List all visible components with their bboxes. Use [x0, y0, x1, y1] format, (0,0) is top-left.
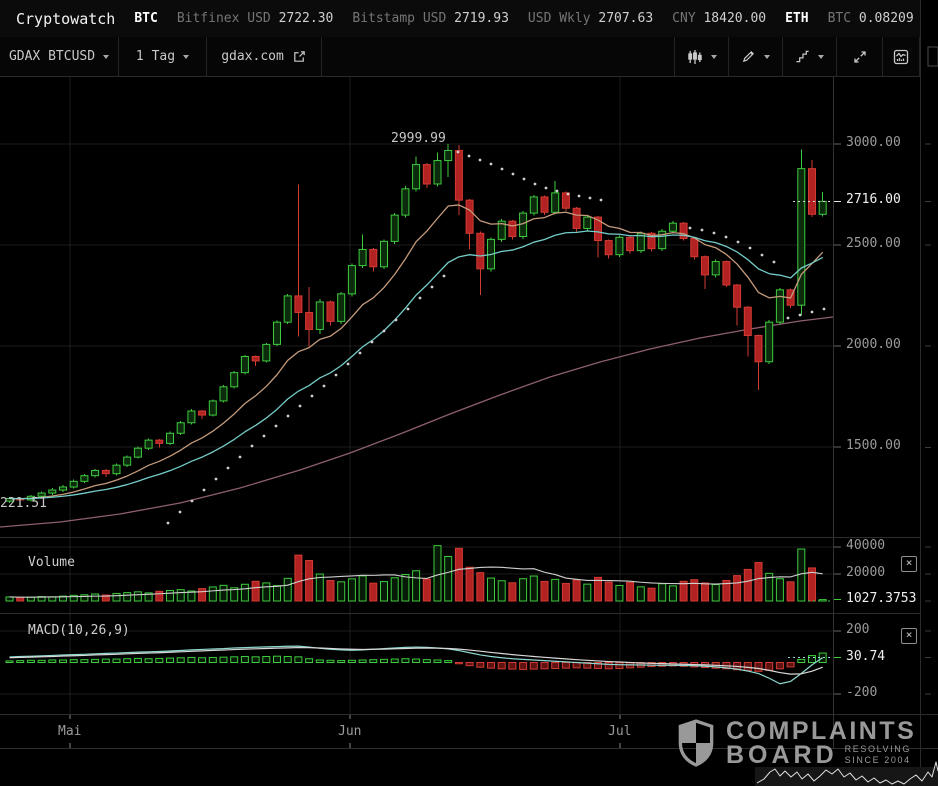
time-axis-label: Jun	[338, 724, 362, 739]
chevron-down-icon	[764, 54, 770, 59]
volume-axis-label: 1027.3753	[846, 590, 917, 606]
complaintsboard-shield-icon	[678, 719, 714, 768]
market-bitstamp[interactable]: Bitstamp USD 2719.93	[352, 11, 509, 26]
market-symbol-eth[interactable]: ETH	[785, 11, 809, 26]
chevron-down-icon	[818, 54, 824, 59]
high-price-annotation: 2999.99	[391, 131, 446, 146]
volume-pane-title: Volume	[28, 555, 75, 570]
interval-selector[interactable]: 1 Tag	[119, 37, 207, 76]
candlestick-icon	[687, 49, 703, 65]
chevron-down-icon	[710, 54, 717, 59]
low-price-annotation: 221.51	[0, 496, 47, 511]
chevron-down-icon	[103, 54, 110, 59]
market-eth-btc[interactable]: BTC 0.08209	[827, 11, 914, 26]
watermark-title: COMPLAINTS	[726, 717, 917, 745]
top-bar: Cryptowatch BTC Bitfinex USD 2722.30 Bit…	[0, 0, 920, 38]
time-axis-label: Mai	[58, 724, 82, 739]
market-usd-weekly[interactable]: USD Wkly 2707.63	[527, 11, 654, 26]
macd-axis-label: 30.74	[846, 648, 886, 664]
complaintsboard-watermark: COMPLAINTS BOARD RESOLVING SINCE 2004	[675, 719, 916, 768]
exchange-link[interactable]: gdax.com	[207, 37, 322, 76]
chart-type-button[interactable]	[674, 37, 728, 76]
pair-selector[interactable]: GDAX BTCUSD	[0, 37, 119, 76]
expand-arrows-icon	[852, 49, 868, 65]
chart-snapshot-icon	[893, 49, 909, 65]
pencil-icon	[741, 49, 756, 64]
macd-pane-title: MACD(10,26,9)	[28, 623, 130, 638]
price-axis-label: 3000.00	[846, 135, 901, 150]
market-bitfinex[interactable]: Bitfinex USD 2722.30	[176, 11, 334, 26]
draw-tool-button[interactable]	[728, 37, 782, 76]
macd-axis-label: 200	[846, 622, 870, 637]
snapshot-button[interactable]	[882, 37, 920, 76]
price-axis-label: 2500.00	[846, 236, 901, 251]
time-axis-label: Jul	[608, 724, 632, 739]
market-cny[interactable]: CNY 18420.00	[672, 11, 767, 26]
chart-toolbar: GDAX BTCUSD 1 Tag gdax.com	[0, 37, 920, 77]
volume-axis-label: 20000	[846, 565, 886, 580]
volume-close-button[interactable]: ×	[901, 556, 917, 572]
chevron-down-icon	[183, 54, 190, 59]
macd-axis-label: -200	[846, 685, 878, 700]
external-link-icon	[292, 49, 307, 64]
macd-close-button[interactable]: ×	[901, 628, 917, 644]
market-symbol-btc[interactable]: BTC	[134, 11, 158, 26]
line-style-button[interactable]	[782, 37, 836, 76]
watermark-subtitle: BOARD	[726, 741, 838, 769]
price-axis-label: 2716.00	[846, 192, 901, 208]
price-axis-label: 2000.00	[846, 337, 901, 352]
fullscreen-button[interactable]	[836, 37, 882, 76]
volume-axis-label: 40000	[846, 538, 886, 553]
price-axis-label: 1500.00	[846, 438, 901, 453]
step-line-icon	[795, 49, 810, 64]
app-logo[interactable]: Cryptowatch	[16, 9, 116, 28]
